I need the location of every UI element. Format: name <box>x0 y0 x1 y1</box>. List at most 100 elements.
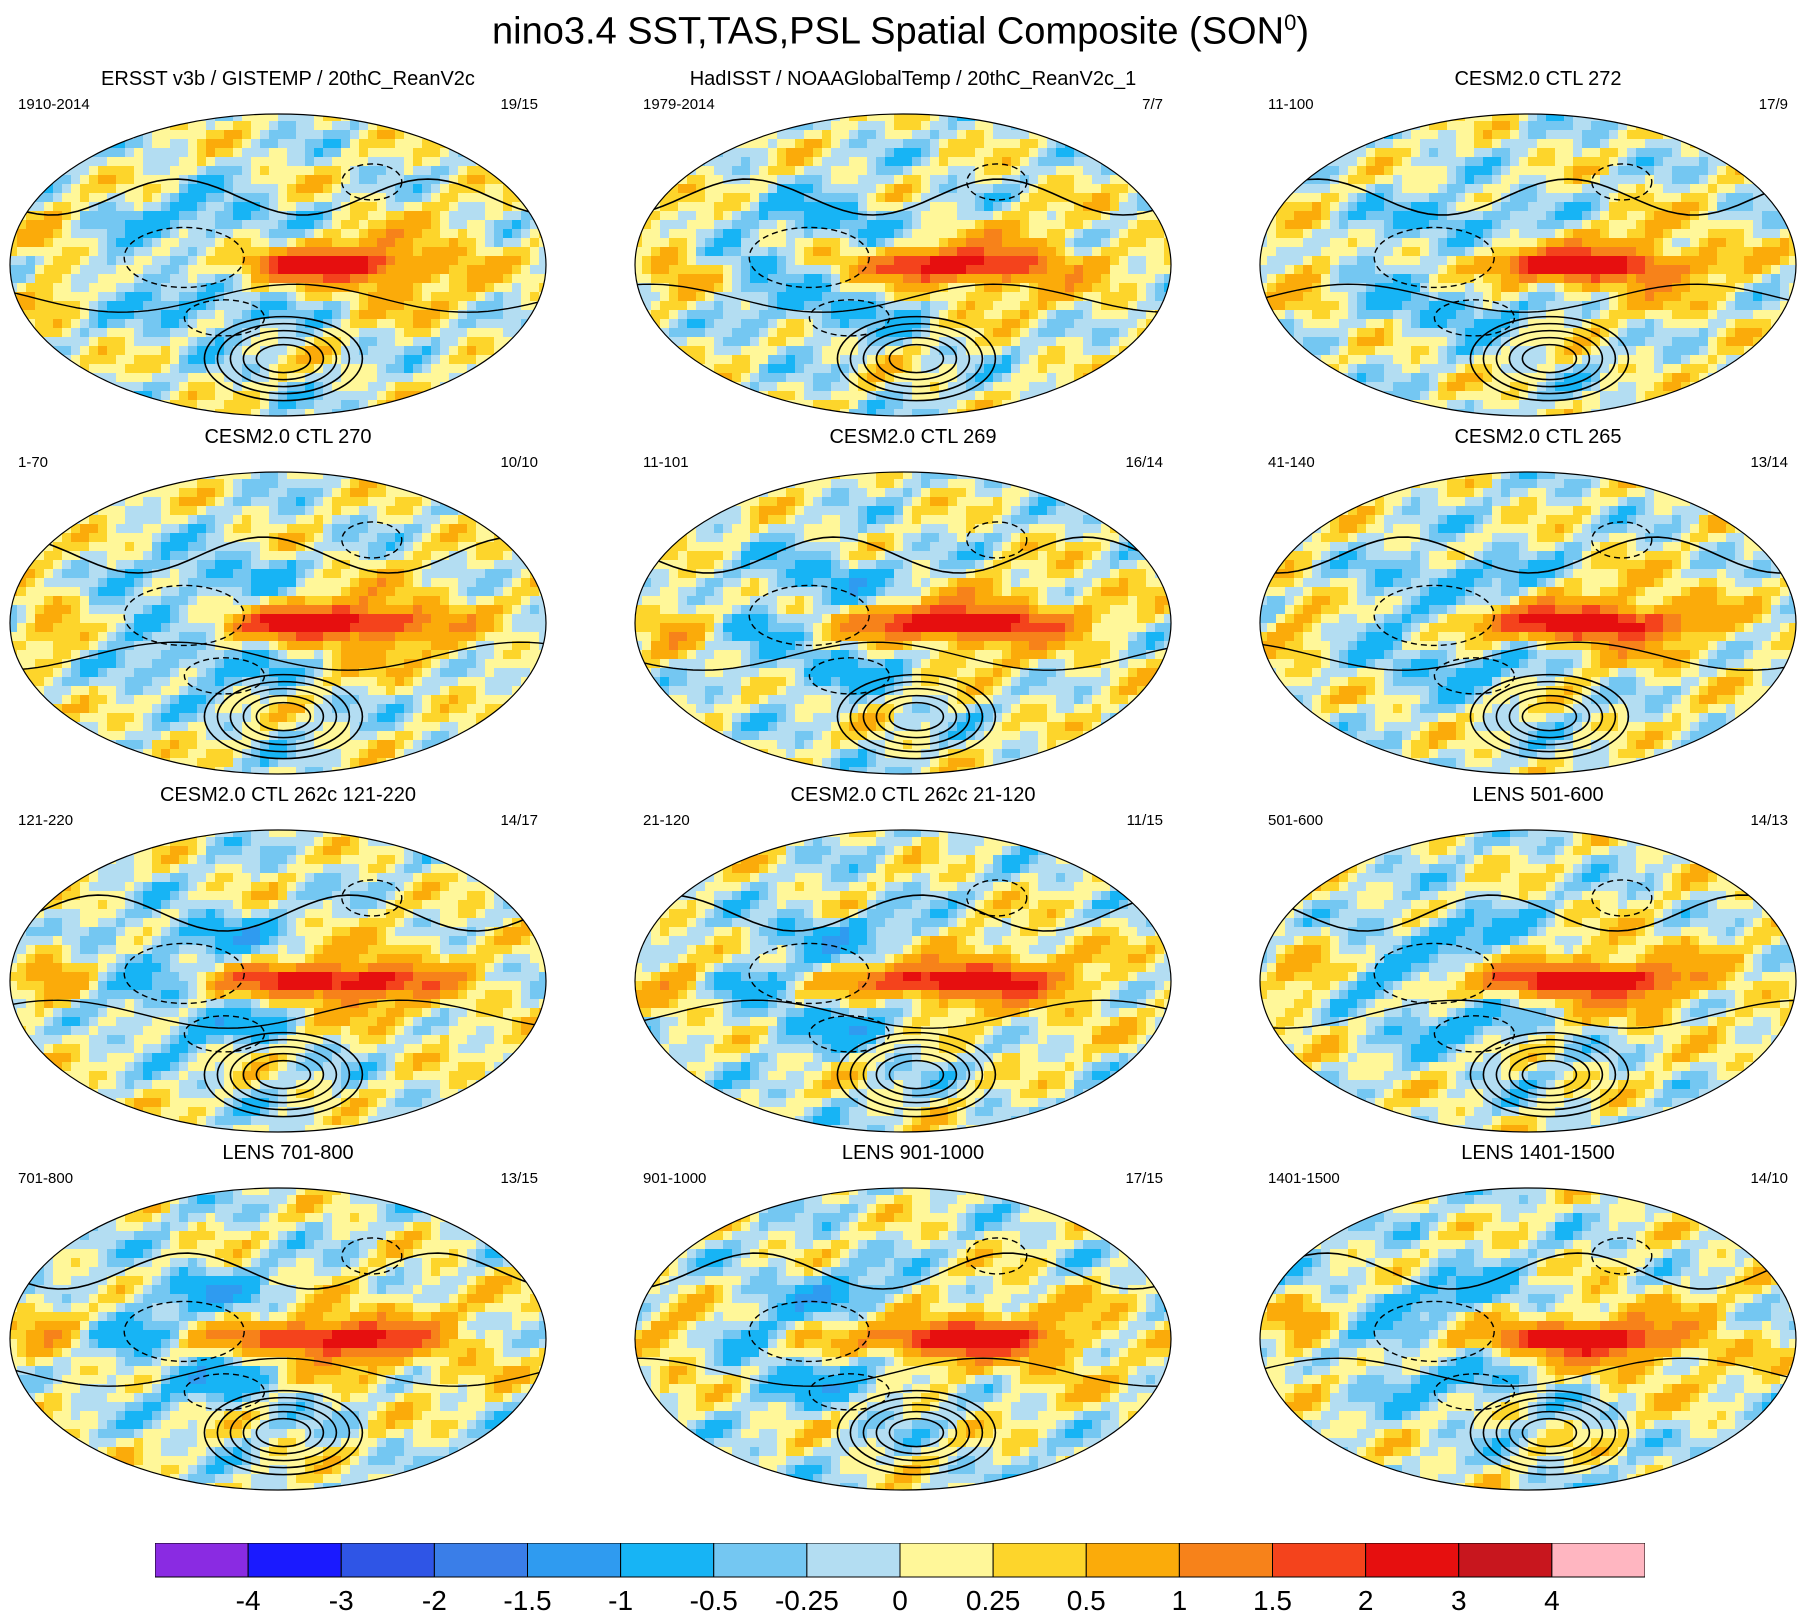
sst-cell <box>1339 301 1349 311</box>
psl-contour <box>1521 343 1578 374</box>
sst-cell <box>822 175 832 185</box>
sst-cell <box>485 193 495 203</box>
sst-cell <box>1753 310 1763 320</box>
sst-cell <box>332 310 342 320</box>
sst-cell <box>822 238 832 248</box>
sst-cell <box>341 310 351 320</box>
sst-cell <box>278 148 288 158</box>
sst-cell <box>921 220 931 230</box>
sst-cell <box>1654 157 1664 167</box>
sst-cell <box>1038 265 1048 275</box>
sst-cell <box>1492 274 1502 284</box>
sst-cell <box>885 211 895 221</box>
sst-cell <box>1285 283 1295 293</box>
sst-cell <box>1699 337 1709 347</box>
sst-cell <box>849 166 859 176</box>
sst-cell <box>278 184 288 194</box>
sst-cell <box>1456 247 1466 257</box>
sst-cell <box>1065 364 1075 374</box>
sst-cell <box>188 121 198 131</box>
sst-cell <box>71 310 81 320</box>
sst-cell <box>422 229 432 239</box>
sst-cell <box>1654 355 1664 365</box>
sst-cell <box>1438 319 1448 329</box>
sst-cell <box>1420 310 1430 320</box>
sst-cell <box>1519 229 1529 239</box>
sst-cell <box>1546 283 1556 293</box>
sst-cell <box>975 319 985 329</box>
sst-cell <box>359 292 369 302</box>
sst-cell <box>759 283 769 293</box>
sst-cell <box>660 328 670 338</box>
sst-cell <box>957 364 967 374</box>
sst-cell <box>975 166 985 176</box>
sst-cell <box>1065 355 1075 365</box>
sst-cell <box>714 301 724 311</box>
sst-cell <box>413 310 423 320</box>
sst-cell <box>125 166 135 176</box>
sst-cell <box>197 319 207 329</box>
sst-cell <box>1555 301 1565 311</box>
sst-cell <box>71 283 81 293</box>
psl-contour-negative <box>748 226 870 289</box>
sst-cell <box>188 256 198 266</box>
sst-cell <box>1465 220 1475 230</box>
sst-cell <box>1020 337 1030 347</box>
sst-cell <box>413 220 423 230</box>
sst-cell <box>161 247 171 257</box>
sst-cell <box>278 229 288 239</box>
sst-cell <box>332 130 342 140</box>
sst-cell <box>1348 355 1358 365</box>
sst-cell <box>233 472 243 480</box>
sst-cell <box>323 364 333 374</box>
sst-cell <box>1339 265 1349 275</box>
sst-cell <box>1065 292 1075 302</box>
sst-cell <box>359 130 369 140</box>
sst-cell <box>1582 202 1592 212</box>
sst-cell <box>1074 355 1084 365</box>
sst-cell <box>1393 292 1403 302</box>
sst-cell <box>1375 337 1385 347</box>
sst-cell <box>1609 220 1619 230</box>
sst-cell <box>1654 274 1664 284</box>
sst-cell <box>1762 238 1772 248</box>
sst-cell <box>89 328 99 338</box>
sst-cell <box>741 139 751 149</box>
sst-cell <box>1294 319 1304 329</box>
sst-cell <box>840 400 850 410</box>
sst-cell <box>840 184 850 194</box>
sst-cell <box>1627 328 1637 338</box>
sst-cell <box>1002 166 1012 176</box>
sst-cell <box>1056 157 1066 167</box>
sst-cell <box>1519 283 1529 293</box>
sst-cell <box>521 238 531 248</box>
sst-cell <box>251 310 261 320</box>
sst-cell <box>467 292 477 302</box>
sst-cell <box>966 148 976 158</box>
sst-cell <box>17 247 27 257</box>
sst-cell <box>1519 328 1529 338</box>
sst-cell <box>152 229 162 239</box>
sst-cell <box>1582 193 1592 203</box>
sst-cell <box>1654 346 1664 356</box>
sst-cell <box>921 166 931 176</box>
sst-cell <box>885 346 895 356</box>
sst-cell <box>1128 301 1138 311</box>
sst-cell <box>1636 391 1646 401</box>
sst-cell <box>422 301 432 311</box>
sst-cell <box>359 319 369 329</box>
sst-cell <box>341 220 351 230</box>
sst-cell <box>732 220 742 230</box>
sst-cell <box>1492 364 1502 374</box>
sst-cell <box>696 247 706 257</box>
sst-cell <box>939 274 949 284</box>
sst-cell <box>512 220 522 230</box>
sst-cell <box>449 157 459 167</box>
sst-cell <box>687 265 697 275</box>
sst-cell <box>732 283 742 293</box>
sst-cell <box>1654 193 1664 203</box>
sst-cell <box>1083 256 1093 266</box>
sst-cell <box>1420 220 1430 230</box>
sst-cell <box>930 355 940 365</box>
sst-cell <box>894 121 904 131</box>
